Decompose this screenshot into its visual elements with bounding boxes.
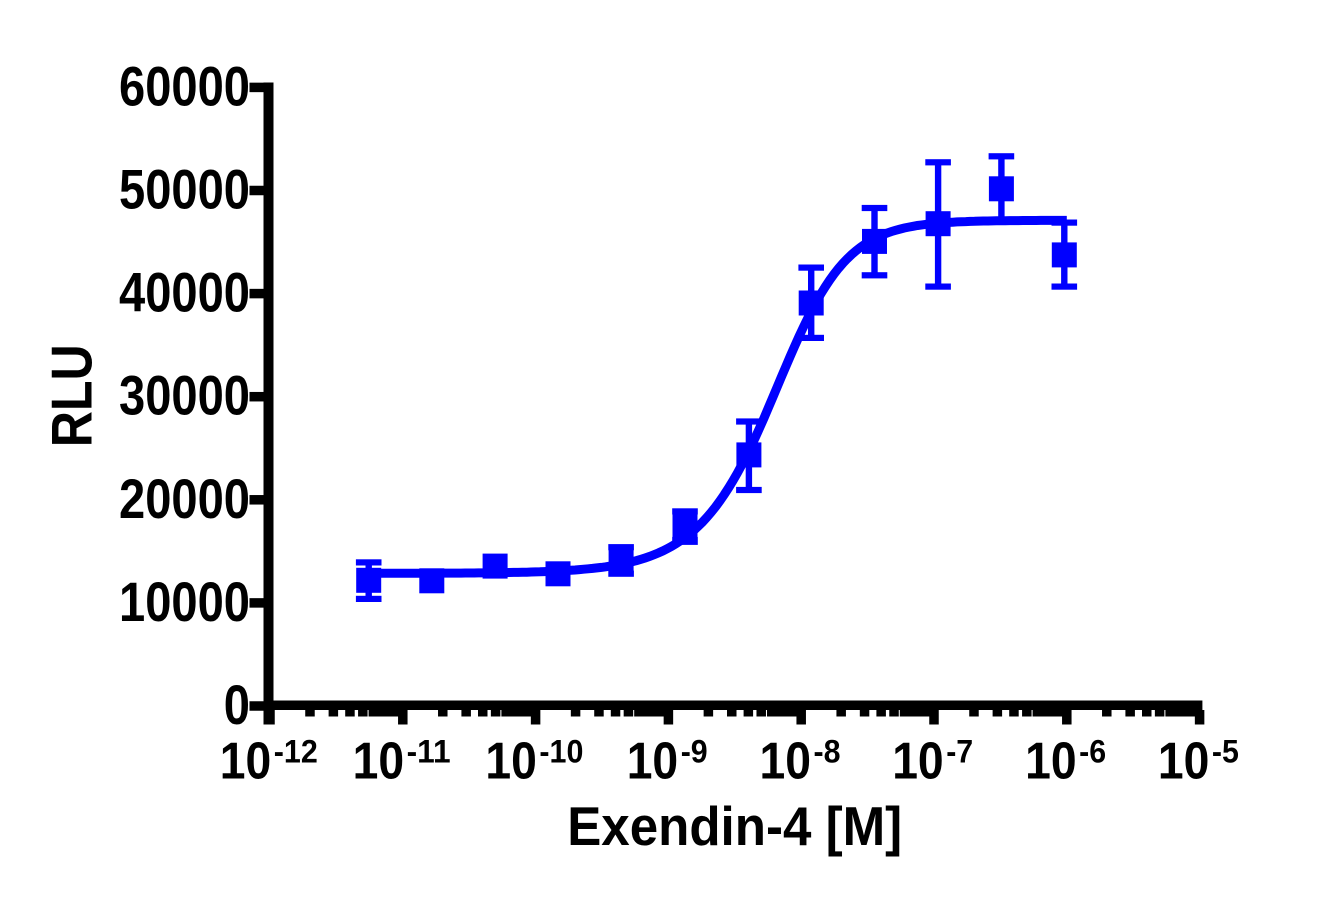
svg-text:10: 10 — [760, 732, 812, 790]
svg-text:RLU: RLU — [41, 344, 105, 447]
svg-text:-5: -5 — [1212, 733, 1239, 769]
svg-text:10: 10 — [627, 732, 679, 790]
svg-text:-12: -12 — [274, 733, 318, 769]
svg-text:40000: 40000 — [119, 262, 250, 324]
svg-text:0: 0 — [224, 674, 250, 736]
svg-text:50000: 50000 — [119, 159, 250, 221]
svg-text:10: 10 — [892, 732, 944, 790]
svg-text:-10: -10 — [539, 733, 583, 769]
svg-text:-7: -7 — [946, 733, 973, 769]
svg-text:60000: 60000 — [119, 55, 250, 117]
svg-text:-11: -11 — [407, 733, 451, 769]
svg-text:10: 10 — [220, 732, 271, 790]
svg-text:-8: -8 — [814, 733, 841, 769]
svg-text:Exendin-4 [M]: Exendin-4 [M] — [567, 796, 902, 857]
svg-text:-6: -6 — [1079, 733, 1106, 769]
svg-text:30000: 30000 — [119, 365, 250, 427]
svg-text:10: 10 — [353, 732, 405, 790]
svg-text:-9: -9 — [681, 733, 708, 769]
svg-text:10000: 10000 — [119, 571, 250, 633]
svg-text:10: 10 — [485, 732, 537, 790]
svg-text:10: 10 — [1025, 732, 1077, 790]
svg-text:10: 10 — [1158, 732, 1210, 790]
svg-text:20000: 20000 — [119, 468, 250, 530]
